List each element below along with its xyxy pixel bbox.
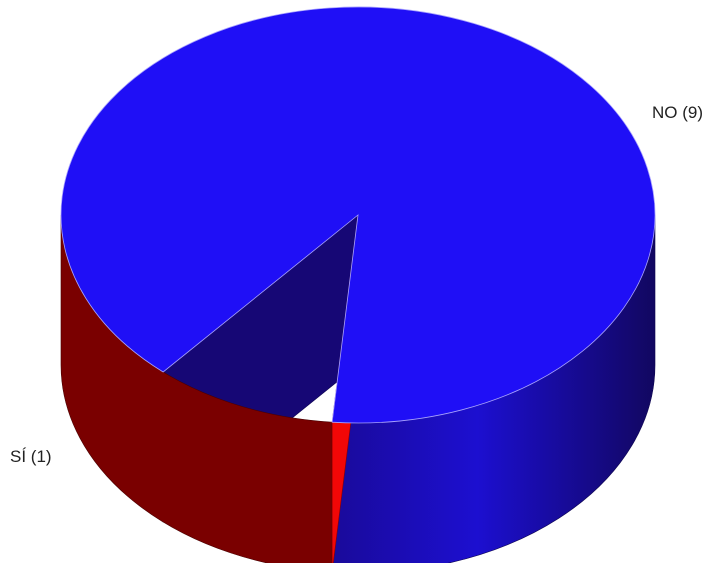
- pie-top: [60, 6, 656, 424]
- no-slice-label: NO (9): [652, 103, 703, 122]
- si-slice-outer-wall: [60, 214, 333, 563]
- pie-labels: NO (9) SÍ (1): [10, 103, 703, 466]
- si-slice-label: SÍ (1): [10, 447, 52, 466]
- no-slice-top: [60, 6, 656, 424]
